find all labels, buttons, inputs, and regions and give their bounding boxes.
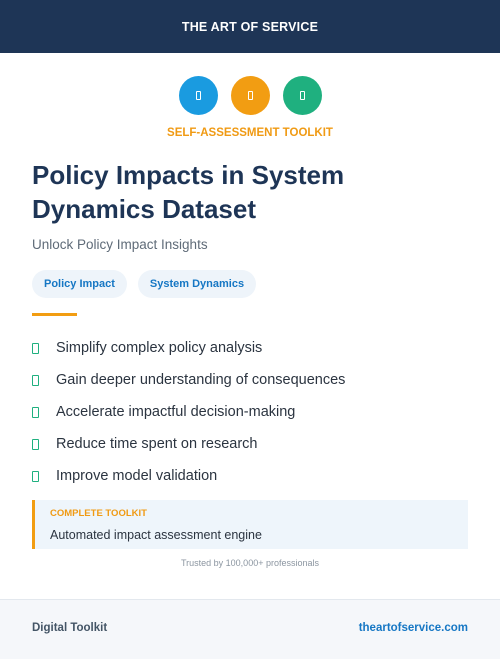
tag-policy-impact[interactable]: Policy Impact [32,270,127,298]
document-icon [247,91,253,100]
check-icon [32,438,39,450]
check-icon [32,406,39,418]
footer-bar: Digital Toolkit theartofservice.com [0,599,500,659]
benefit-item: Simplify complex policy analysis [32,332,345,364]
document-icon-orange [230,76,270,115]
toolkit-callout: COMPLETE TOOLKIT Automated impact assess… [32,500,468,549]
benefit-item: Gain deeper understanding of consequence… [32,364,345,396]
tag-system-dynamics[interactable]: System Dynamics [137,270,257,298]
tag-list: Policy Impact System Dynamics [32,270,257,298]
header-bar: THE ART OF SERVICE [0,0,500,53]
section-divider [32,313,77,316]
footer-label: Digital Toolkit [32,622,108,634]
check-icon [32,342,39,354]
benefit-text: Accelerate impactful decision-making [56,404,296,420]
benefit-item: Reduce time spent on research [32,428,345,460]
callout-label: COMPLETE TOOLKIT [50,508,147,519]
document-icon [195,91,201,100]
page-subtitle: Unlock Policy Impact Insights [32,237,208,252]
eyebrow-label: SELF-ASSESSMENT TOOLKIT [167,127,333,139]
benefit-text: Improve model validation [56,468,218,484]
benefit-list: Simplify complex policy analysis Gain de… [32,332,345,492]
document-icon-green [282,76,322,115]
benefit-text: Simplify complex policy analysis [56,340,263,356]
document-icon-blue [178,76,218,115]
trusted-note: Trusted by 100,000+ professionals [180,558,319,568]
callout-value: Automated impact assessment engine [50,528,262,542]
benefit-text: Reduce time spent on research [56,436,258,452]
icon-row [0,76,500,115]
website-link[interactable]: theartofservice.com [358,622,468,634]
brand-name: THE ART OF SERVICE [181,19,319,34]
benefit-text: Gain deeper understanding of consequence… [56,372,346,388]
check-icon [32,374,39,386]
page-title: Policy Impacts in System Dynamics Datase… [32,160,345,224]
document-icon [299,91,305,100]
check-icon [32,470,39,482]
benefit-item: Accelerate impactful decision-making [32,396,345,428]
benefit-item: Improve model validation [32,460,345,492]
